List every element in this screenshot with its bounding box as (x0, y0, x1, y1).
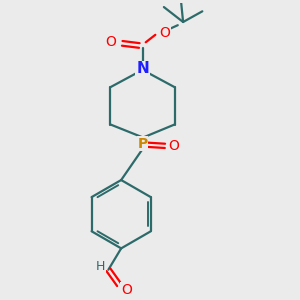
Text: O: O (105, 35, 116, 49)
Text: P: P (137, 137, 148, 151)
Text: O: O (121, 283, 132, 297)
Text: N: N (136, 61, 149, 76)
Text: O: O (160, 26, 170, 40)
Text: O: O (168, 139, 179, 153)
Text: H: H (96, 260, 106, 273)
